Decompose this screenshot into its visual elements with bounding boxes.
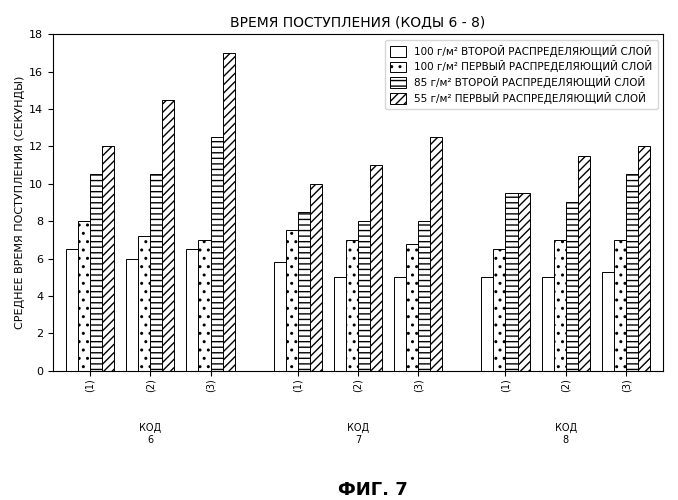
Bar <box>554 240 566 370</box>
Bar <box>199 240 211 370</box>
Bar <box>614 240 626 370</box>
Bar <box>494 249 506 370</box>
Bar <box>394 277 406 370</box>
Bar <box>418 221 431 370</box>
Bar <box>186 249 199 370</box>
Bar <box>358 221 370 370</box>
Bar <box>334 277 346 370</box>
Bar <box>638 146 650 370</box>
Text: КОД
6: КОД 6 <box>139 424 161 445</box>
Legend: 100 г/м² ВТОРОЙ РАСПРЕДЕЛЯЮЩИЙ СЛОЙ, 100 г/м² ПЕРВЫЙ РАСПРЕДЕЛЯЮЩИЙ СЛОЙ, 85 г/м: 100 г/м² ВТОРОЙ РАСПРЕДЕЛЯЮЩИЙ СЛОЙ, 100… <box>385 40 658 109</box>
Bar <box>273 262 285 370</box>
Bar <box>346 240 358 370</box>
Bar <box>222 53 235 370</box>
Text: КОД
8: КОД 8 <box>555 424 577 445</box>
Bar <box>517 193 530 370</box>
Text: КОД
7: КОД 7 <box>347 424 369 445</box>
Bar <box>542 277 554 370</box>
Bar <box>406 244 418 370</box>
Bar <box>431 137 443 370</box>
Bar <box>370 165 382 370</box>
Bar <box>126 258 138 370</box>
Bar <box>310 184 322 370</box>
Bar <box>626 174 638 370</box>
Bar <box>285 230 298 370</box>
Bar <box>602 272 614 370</box>
Y-axis label: СРЕДНЕЕ ВРЕМЯ ПОСТУПЛЕНИЯ (СЕКУНДЫ): СРЕДНЕЕ ВРЕМЯ ПОСТУПЛЕНИЯ (СЕКУНДЫ) <box>15 76 25 329</box>
Bar <box>566 202 578 370</box>
Bar <box>138 236 151 370</box>
Bar <box>66 249 78 370</box>
Bar <box>211 137 222 370</box>
Bar <box>481 277 494 370</box>
Bar <box>90 174 102 370</box>
Bar <box>298 212 310 370</box>
Bar <box>78 221 90 370</box>
Bar <box>578 156 590 370</box>
Text: ФИГ. 7: ФИГ. 7 <box>338 481 407 499</box>
Bar <box>162 100 174 370</box>
Bar <box>102 146 114 370</box>
Title: ВРЕМЯ ПОСТУПЛЕНИЯ (КОДЫ 6 - 8): ВРЕМЯ ПОСТУПЛЕНИЯ (КОДЫ 6 - 8) <box>231 15 485 29</box>
Bar <box>506 193 517 370</box>
Bar <box>151 174 162 370</box>
